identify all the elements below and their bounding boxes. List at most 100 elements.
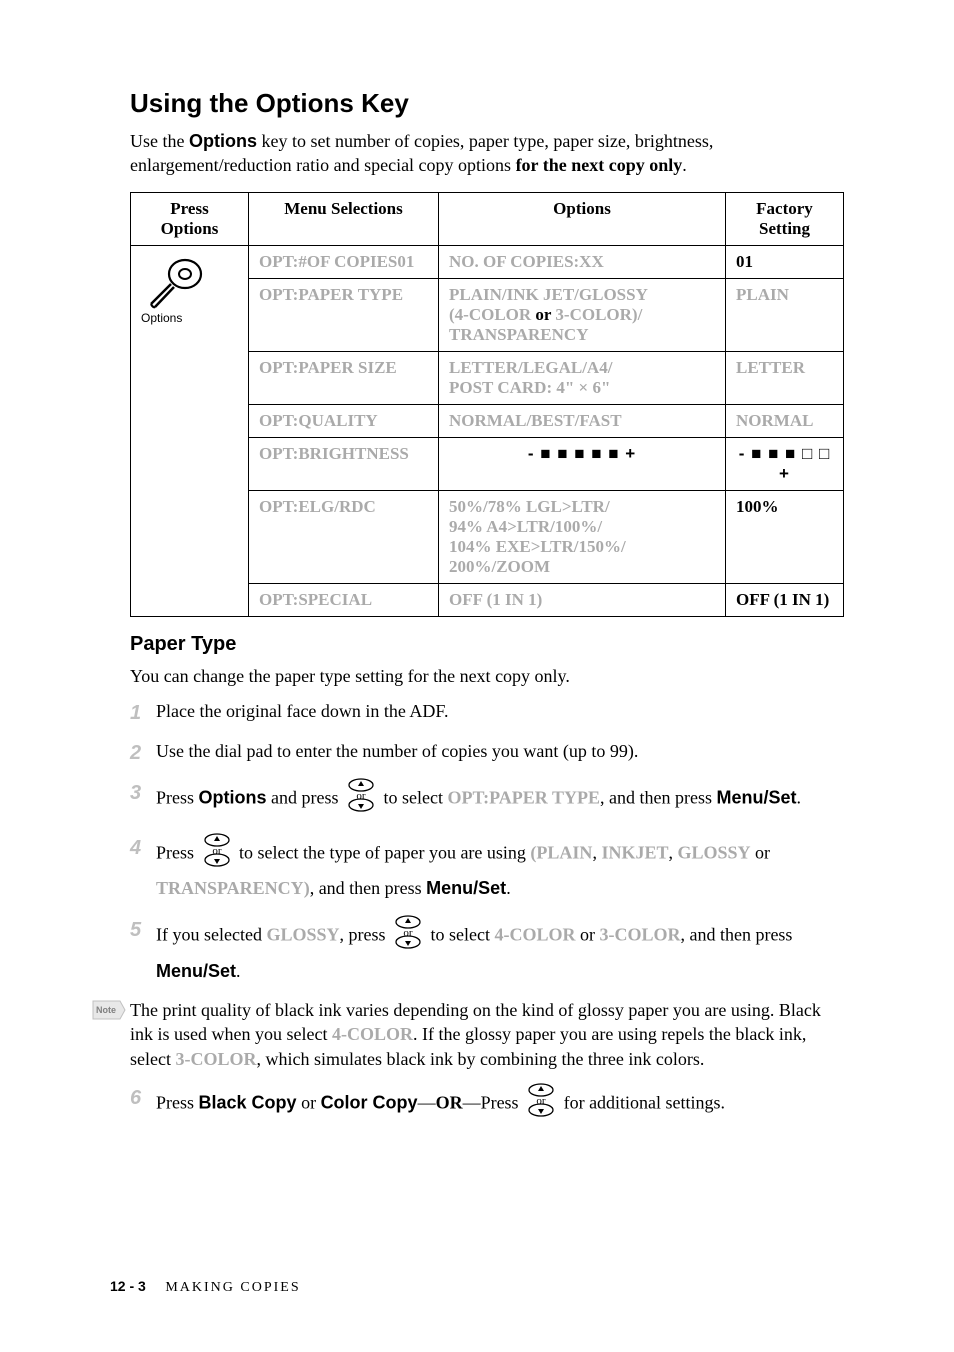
opt-line: LETTER/LEGAL/A4/	[449, 358, 612, 377]
svg-text:or: or	[403, 927, 413, 939]
th-factory: Factory Setting	[726, 192, 844, 245]
option-text: NO. OF COPIES:XX	[439, 245, 726, 278]
menu-selection: OPT:BRIGHTNESS	[249, 437, 439, 490]
menu-set-label: Menu/Set	[716, 787, 796, 807]
factory-setting: 100%	[726, 490, 844, 583]
step-item: 1 Place the original face down in the AD…	[130, 698, 844, 726]
opt-line: 104% EXE>LTR/150%/	[449, 537, 626, 556]
dash: —	[418, 1093, 436, 1113]
menu-selection: OPT:PAPER TYPE	[249, 278, 439, 351]
intro-paragraph: Use the Options key to set number of cop…	[130, 129, 844, 178]
option-text: OFF (1 IN 1)	[439, 583, 726, 616]
or-caps: OR	[436, 1093, 463, 1113]
intro-pre: Use the	[130, 131, 189, 151]
up-down-or-icon: or	[202, 833, 232, 876]
step-text-c: to select	[426, 925, 494, 945]
step-text-a: Press	[156, 787, 199, 807]
or-text: or	[575, 925, 599, 945]
up-down-or-icon: or	[346, 778, 376, 821]
svg-text:or: or	[356, 790, 366, 802]
options-key-icon	[141, 252, 213, 317]
svg-text:Note: Note	[96, 1005, 116, 1015]
intro-bold-end: for the next copy only	[516, 155, 683, 175]
or-text: or	[297, 1093, 321, 1113]
step-text-a: Press	[156, 1093, 199, 1113]
step-text-d: .	[506, 878, 511, 898]
note-post: , which simulates black ink by combining…	[256, 1049, 704, 1069]
options-key-label: Options	[199, 787, 267, 807]
opt-3color: 3-COLOR	[599, 925, 680, 945]
opt-line: TRANSPARENCY	[449, 325, 588, 344]
menu-selection: OPT:SPECIAL	[249, 583, 439, 616]
option-text: NORMAL/BEST/FAST	[439, 404, 726, 437]
step-text-d: , and then press	[680, 925, 792, 945]
or-text: or	[751, 842, 771, 862]
step-number: 1	[130, 698, 141, 729]
step-text-b: , press	[339, 925, 390, 945]
opt-line: PLAIN/INK JET/GLOSSY	[449, 285, 648, 304]
step-item: 3 Press Options and press or to select O…	[130, 778, 844, 821]
th-menu: Menu Selections	[249, 192, 439, 245]
color-copy-label: Color Copy	[321, 1093, 418, 1113]
intro-post: .	[682, 155, 687, 175]
opt-line: 200%/ZOOM	[449, 557, 550, 576]
step-number: 4	[130, 833, 141, 864]
step-item: 4 Press or to select the type of paper y…	[130, 833, 844, 904]
note-4color: 4-COLOR	[332, 1024, 413, 1044]
factory-setting: NORMAL	[726, 404, 844, 437]
footer-label: MAKING COPIES	[165, 1280, 300, 1295]
factory-setting: 01	[726, 245, 844, 278]
menu-selection: OPT:PAPER SIZE	[249, 351, 439, 404]
step-item: 6 Press Black Copy or Color Copy—OR—Pres…	[130, 1083, 844, 1126]
intro-keyname: Options	[189, 131, 257, 151]
section-title: Using the Options Key	[130, 88, 844, 119]
step-text-c: for additional settings.	[559, 1093, 725, 1113]
brightness-factory: - ■ ■ ■ □ □ +	[726, 437, 844, 490]
note-icon: Note	[92, 1000, 126, 1026]
step-text: Place the original face down in the ADF.	[156, 701, 448, 721]
up-down-or-icon: or	[526, 1083, 556, 1126]
step-text-c: , and then press	[310, 878, 426, 898]
opt-plain: PLAIN	[536, 842, 592, 862]
steps-list-continued: 6 Press Black Copy or Color Copy—OR—Pres…	[130, 1083, 844, 1126]
step-text-d: , and then press	[600, 787, 716, 807]
menu-set-label: Menu/Set	[426, 878, 506, 898]
step-text: Use the dial pad to enter the number of …	[156, 741, 638, 761]
menu-selection: OPT:#OF COPIES01	[249, 245, 439, 278]
step-text-e: .	[236, 961, 241, 981]
options-table: Press Options Menu Selections Options Fa…	[130, 192, 844, 617]
step-text-b: and press	[267, 787, 343, 807]
step-text-b: —Press	[463, 1093, 524, 1113]
paper-type-intro: You can change the paper type setting fo…	[130, 664, 844, 688]
option-text: PLAIN/INK JET/GLOSSY (4-COLOR or 3-COLOR…	[439, 278, 726, 351]
step-number: 2	[130, 738, 141, 769]
option-text: 50%/78% LGL>LTR/ 94% A4>LTR/100%/ 104% E…	[439, 490, 726, 583]
opt-inkjet: INKJET	[601, 842, 668, 862]
steps-list: 1 Place the original face down in the AD…	[130, 698, 844, 986]
menu-set-label: Menu/Set	[156, 961, 236, 981]
page-number: 12 - 3	[110, 1278, 146, 1294]
step-number: 6	[130, 1083, 141, 1114]
opt-line: 50%/78% LGL>LTR/	[449, 497, 610, 516]
svg-text:or: or	[212, 845, 222, 857]
th-options: Options	[439, 192, 726, 245]
opt-line: 94% A4>LTR/100%/	[449, 517, 602, 536]
step-text-c: to select	[379, 787, 447, 807]
factory-setting: OFF (1 IN 1)	[726, 583, 844, 616]
option-text: LETTER/LEGAL/A4/ POST CARD: 4" × 6"	[439, 351, 726, 404]
up-down-or-icon: or	[393, 915, 423, 958]
step-number: 3	[130, 778, 141, 809]
paper-type-heading: Paper Type	[130, 633, 844, 656]
black-copy-label: Black Copy	[199, 1093, 297, 1113]
factory-setting: PLAIN	[726, 278, 844, 351]
opt-paper-type-label: OPT:PAPER TYPE	[447, 787, 600, 807]
menu-selection: OPT:ELG/RDC	[249, 490, 439, 583]
step-text-a: Press	[156, 842, 199, 862]
step-text-e: .	[796, 787, 801, 807]
opt-line: POST CARD: 4" × 6"	[449, 378, 610, 397]
step-item: 5 If you selected GLOSSY, press or to se…	[130, 915, 844, 986]
page-footer: 12 - 3 MAKING COPIES	[110, 1278, 301, 1296]
step-text-b: to select the type of paper you are usin…	[235, 842, 531, 862]
opt-4color: 4-COLOR	[494, 925, 575, 945]
opt-glossy: GLOSSY	[677, 842, 750, 862]
